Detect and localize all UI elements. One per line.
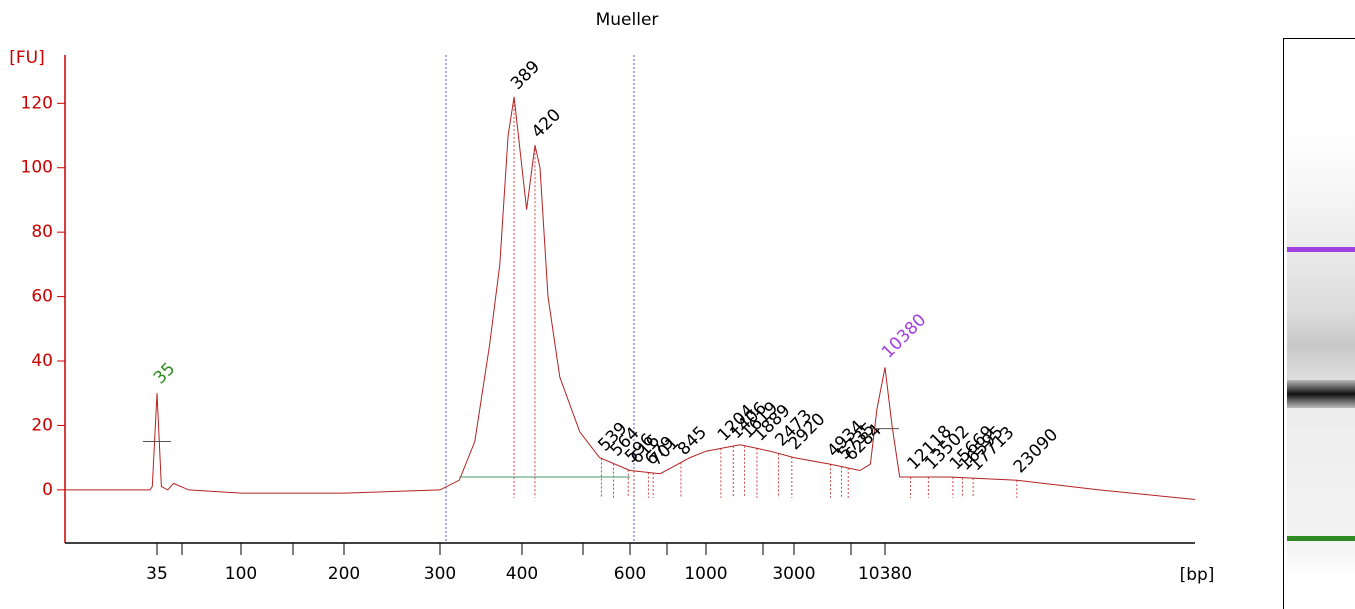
peak-label: 845 bbox=[674, 423, 711, 460]
x-tick-label: 1000 bbox=[684, 564, 727, 584]
peak-label: 23090 bbox=[1010, 425, 1062, 477]
peak-label: 389 bbox=[507, 57, 544, 94]
x-tick-label: 100 bbox=[225, 564, 257, 584]
y-tick-label: 60 bbox=[31, 287, 53, 307]
y-tick-label: 100 bbox=[21, 158, 53, 178]
y-tick-label: 0 bbox=[42, 480, 53, 500]
y-axis-label: [FU] bbox=[9, 48, 45, 68]
chart-title: Mueller bbox=[596, 10, 659, 30]
x-tick-label: 400 bbox=[506, 564, 538, 584]
gel-marker-band bbox=[1287, 247, 1355, 252]
marker-label: 35 bbox=[150, 359, 179, 388]
x-tick-label: 10380 bbox=[858, 564, 912, 584]
gel-marker-band bbox=[1287, 536, 1355, 541]
x-tick-label: 600 bbox=[614, 564, 646, 584]
y-tick-label: 120 bbox=[21, 93, 53, 113]
y-tick-label: 20 bbox=[31, 415, 53, 435]
x-tick-label: 3000 bbox=[772, 564, 815, 584]
minor-ticks bbox=[181, 543, 852, 555]
peak-label: 420 bbox=[528, 105, 565, 142]
y-tick-label: 40 bbox=[31, 351, 53, 371]
gel-smear bbox=[1287, 130, 1355, 580]
x-axis-label: [bp] bbox=[1180, 565, 1215, 585]
x-tick-label: 200 bbox=[328, 564, 360, 584]
x-tick-label: 300 bbox=[424, 564, 456, 584]
x-tick-label: 35 bbox=[146, 564, 168, 584]
trace bbox=[65, 96, 1196, 500]
gel-band bbox=[1287, 380, 1355, 408]
y-tick-label: 80 bbox=[31, 222, 53, 242]
marker-label: 10380 bbox=[878, 310, 930, 362]
